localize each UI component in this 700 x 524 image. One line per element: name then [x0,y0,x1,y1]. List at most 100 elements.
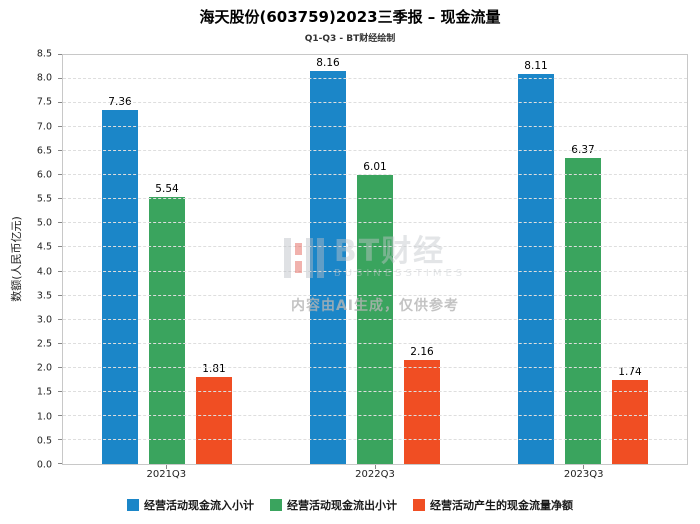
y-tick-label: 6.5 [36,145,52,157]
legend: 经营活动现金流入小计 经营活动现金流出小计 经营活动产生的现金流量净额 [0,497,700,513]
y-tick-mark [58,126,62,128]
y-tick-mark [58,222,62,224]
gridline [63,198,687,200]
legend-label: 经营活动现金流入小计 [144,499,254,512]
x-tick-mark [374,465,376,469]
bar [518,73,554,464]
x-tick-label: 2021Q3 [146,469,187,480]
bar [102,109,138,464]
y-tick-mark [58,390,62,392]
y-tick-label: 7.0 [36,121,52,133]
bar-value-label: 8.16 [316,57,340,70]
y-tick-mark [58,294,62,296]
y-tick-mark [58,270,62,272]
bar-series-container: 7.36 5.54 1.81 8.16 6.01 2.16 8.11 6.37 1.74 [63,55,687,464]
gridline [63,318,687,320]
gridline [63,270,687,272]
plot-area: 7.36 5.54 1.81 8.16 6.01 2.16 8.11 6.37 1.74 [58,54,688,469]
bar-group-2022Q3: 8.16 6.01 2.16 [271,55,479,464]
y-tick-label: 4.5 [36,241,52,253]
legend-swatch [270,499,282,511]
y-tick-label: 8.5 [36,48,52,60]
bar-group-2023Q3: 8.11 6.37 1.74 [479,55,687,464]
bar [310,71,346,464]
y-tick-mark [58,102,62,104]
y-tick-mark [58,463,62,464]
y-tick-label: 6.0 [36,169,52,181]
y-tick-mark [58,54,62,55]
gridline [63,438,687,440]
y-tick-label: 0.5 [36,435,52,447]
bar-value-label: 8.11 [524,59,548,72]
chart-title: 海天股份(603759)2023三季报 – 现金流量 [199,8,501,26]
y-tick-mark [58,150,62,152]
bar-2023Q3: 1.74 [612,55,648,464]
gridline [63,78,687,80]
bar-value-label: 6.37 [571,143,595,156]
y-tick-label: 5.5 [36,193,52,205]
y-tick-label: 5.0 [36,217,52,229]
y-tick-label: 4.0 [36,266,52,278]
y-tick-mark [58,342,62,344]
y-axis: 0.0 0.5 1.0 1.5 2.0 2.5 3.0 3.5 4.0 4.5 5.0 5.5 6.0 6… [0,49,60,471]
bar-2021Q3: 7.36 [102,55,138,464]
bar-value-label: 1.74 [618,366,642,379]
y-tick-mark [58,366,62,368]
gridline [63,366,687,368]
y-tick-mark [58,438,62,440]
x-tick-mark [166,465,168,469]
bar [149,197,185,464]
bar [612,380,648,464]
gridline [63,102,687,104]
y-tick-label: 7.5 [36,96,52,108]
bar-2022Q3: 6.01 [357,55,393,464]
y-tick-mark [58,318,62,320]
y-tick-label: 8.0 [36,72,52,84]
bar-2021Q3: 5.54 [149,55,185,464]
y-tick-label: 0.0 [36,459,52,471]
bar-group-2021Q3: 7.36 5.54 1.81 [63,55,271,464]
gridline [63,246,687,248]
gridline [63,150,687,152]
y-tick-label: 2.0 [36,362,52,374]
y-tick-label: 1.5 [36,386,52,398]
y-tick-label: 3.5 [36,290,52,302]
y-tick-label: 2.5 [36,338,52,350]
gridline [63,174,687,176]
y-tick-mark [58,78,62,80]
bar-2022Q3: 8.16 [310,55,346,464]
y-tick-label: 1.0 [36,411,52,423]
legend-swatch [413,499,425,511]
gridline [63,390,687,392]
bar-2023Q3: 8.11 [518,55,554,464]
bar-value-label: 7.36 [108,95,132,108]
chart-subtitle: Q1-Q3 - BT财经绘制 [304,34,396,44]
y-tick-mark [58,198,62,200]
x-tick-label: 2023Q3 [563,469,604,480]
legend-label: 经营活动现金流出小计 [287,499,397,512]
y-tick-mark [58,174,62,176]
x-axis: 2021Q3 2022Q3 2023Q3 [62,469,688,480]
legend-label: 经营活动产生的现金流量净额 [430,499,573,512]
bar-2021Q3: 1.81 [196,55,232,464]
gridline [63,342,687,344]
bar [404,360,440,464]
legend-item: 经营活动现金流入小计 [127,497,254,513]
y-tick-label: 3.0 [36,314,52,326]
legend-swatch [127,499,139,511]
gridline [63,414,687,416]
bar-value-label: 1.81 [202,362,226,375]
bar-value-label: 6.01 [363,160,387,173]
bar-value-label: 5.54 [155,183,179,196]
y-tick-mark [58,246,62,248]
x-tick-label: 2022Q3 [355,469,395,480]
gridline [63,294,687,296]
bar-2022Q3: 2.16 [404,55,440,464]
x-tick-mark [582,465,584,469]
y-tick-mark [58,414,62,416]
legend-item: 经营活动产生的现金流量净额 [413,497,573,513]
gridline [63,126,687,128]
bar-2023Q3: 6.37 [565,55,601,464]
bar [565,157,601,464]
legend-item: 经营活动现金流出小计 [270,497,397,513]
